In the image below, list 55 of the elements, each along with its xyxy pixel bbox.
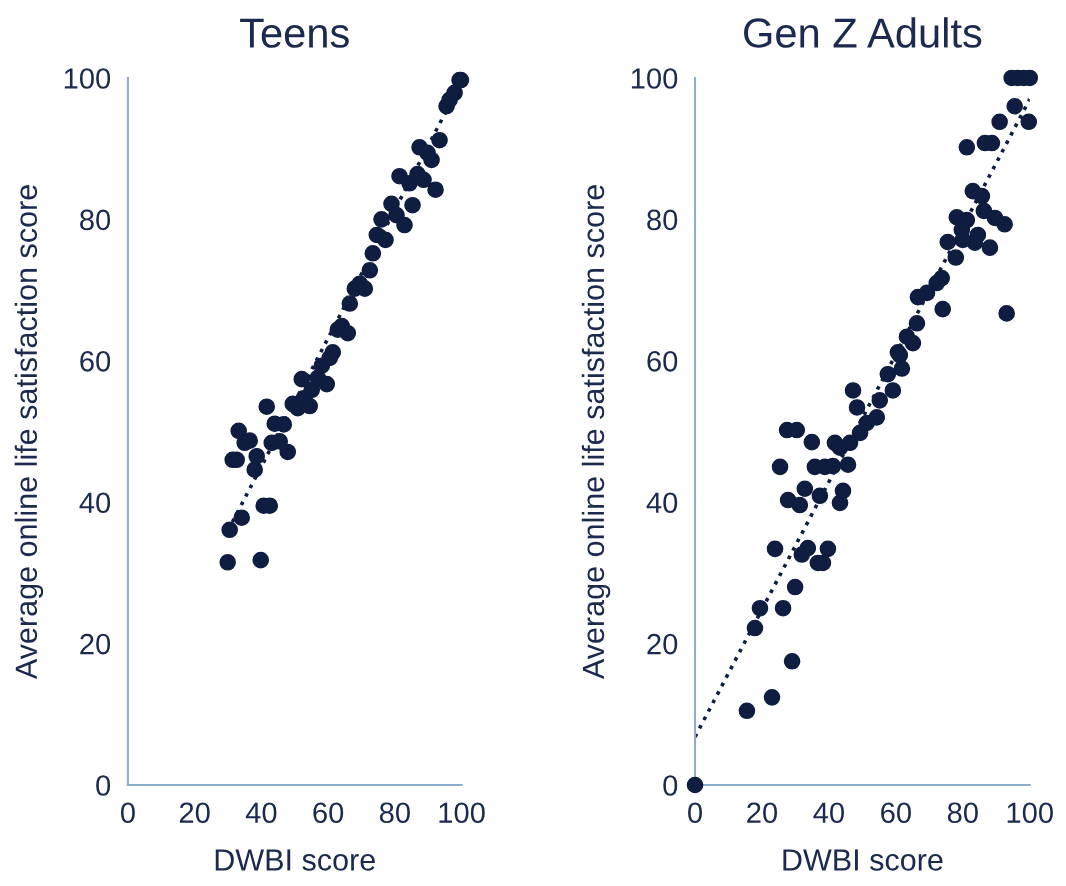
point <box>219 553 236 571</box>
y-tick-label: 80 <box>80 209 111 231</box>
chart-title: Gen Z Adults <box>744 17 982 48</box>
y-tick-label: 0 <box>96 775 111 796</box>
point <box>431 131 448 149</box>
point <box>423 151 440 169</box>
point <box>427 181 444 198</box>
y-tick-label: 40 <box>646 492 678 514</box>
point <box>373 211 390 228</box>
point <box>303 381 321 399</box>
point <box>221 521 238 539</box>
y-axis-title: Average online life satisfaction score <box>581 185 611 680</box>
x-tick-label: 100 <box>439 802 485 824</box>
x-tick-label: 0 <box>688 802 702 824</box>
x-tick-label: 40 <box>245 802 277 824</box>
point <box>246 461 264 478</box>
y-tick-label: 100 <box>631 68 678 89</box>
x-tick-label: 60 <box>881 802 911 824</box>
x-tick-label: 80 <box>947 802 978 824</box>
point <box>415 171 432 189</box>
x-axis-title: DWBI score <box>783 849 943 871</box>
y-tick-label: 100 <box>64 68 111 89</box>
point <box>279 443 297 461</box>
x-tick-label: 0 <box>120 802 135 824</box>
point <box>361 261 379 279</box>
x-tick-label: 100 <box>1007 802 1053 824</box>
x-tick-label: 40 <box>813 802 844 824</box>
y-tick-label: 0 <box>663 775 678 796</box>
y-tick-label: 20 <box>80 633 111 655</box>
x-tick-label: 80 <box>379 802 410 824</box>
y-tick-label: 60 <box>647 350 678 372</box>
point <box>339 324 357 342</box>
point <box>318 375 336 393</box>
point <box>404 196 421 214</box>
y-tick-label: 80 <box>647 209 678 231</box>
x-tick-label: 20 <box>747 802 778 824</box>
y-tick-label: 60 <box>80 350 111 372</box>
y-tick-label: 40 <box>79 492 111 514</box>
chart-title: Teens <box>240 18 349 48</box>
point <box>364 245 382 262</box>
point <box>252 551 270 569</box>
x-axis-title: DWBI score <box>215 849 375 871</box>
point <box>341 295 359 312</box>
point <box>258 398 276 416</box>
point <box>377 231 394 249</box>
point <box>248 447 266 465</box>
y-axis-title: Average online life satisfaction score <box>14 185 44 680</box>
x-tick-label: 20 <box>179 802 210 824</box>
point <box>446 84 463 102</box>
point <box>324 343 342 361</box>
y-tick-label: 20 <box>647 633 678 655</box>
x-tick-label: 60 <box>313 802 344 824</box>
point <box>293 370 311 388</box>
point <box>396 216 413 234</box>
point <box>233 509 250 527</box>
